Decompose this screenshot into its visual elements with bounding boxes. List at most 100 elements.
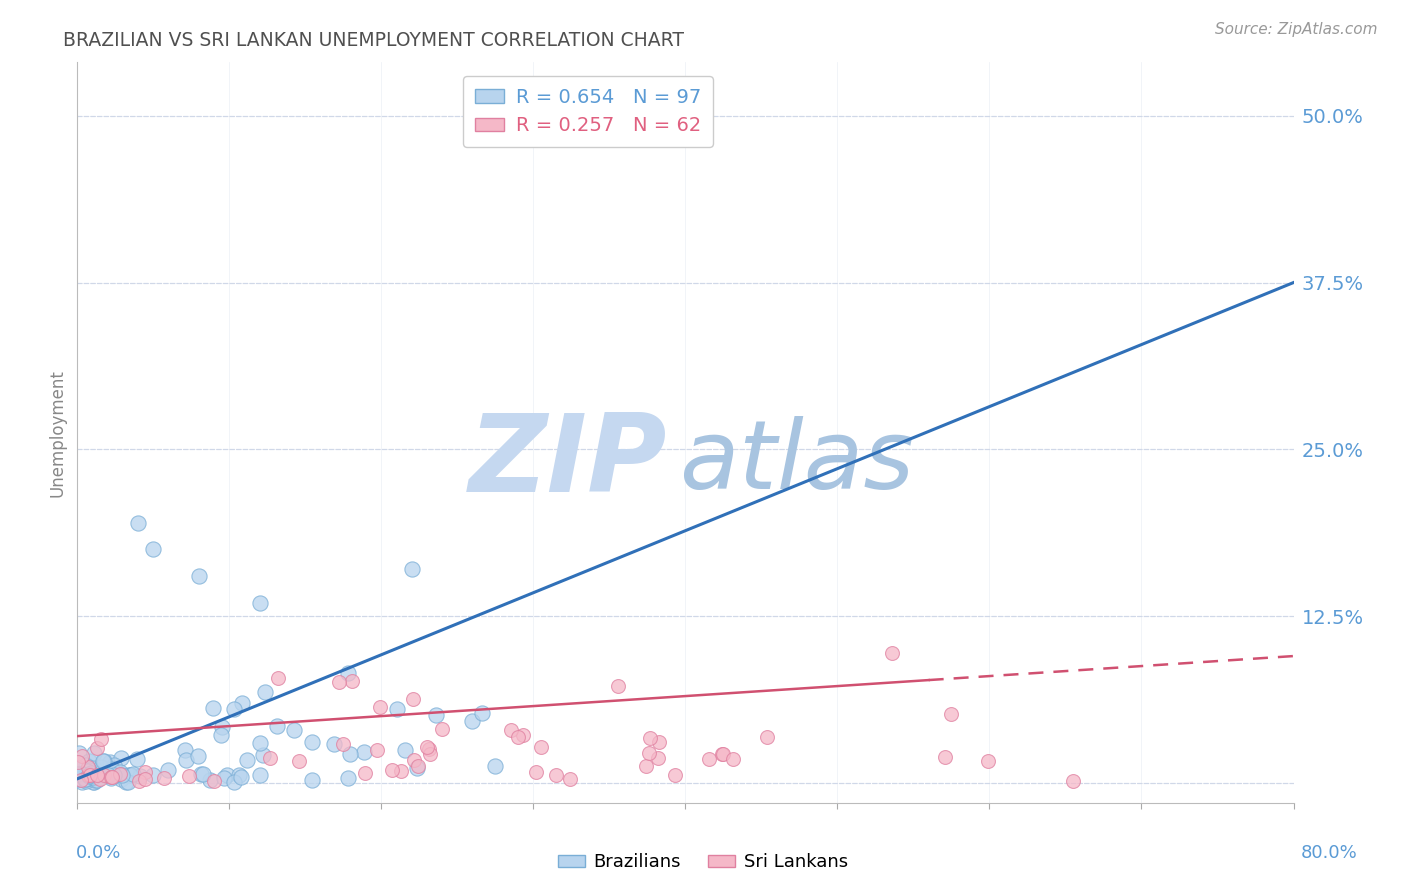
- Point: [198, 772, 221, 787]
- Point: [471, 706, 494, 721]
- Point: [418, 742, 440, 756]
- Point: [723, 752, 745, 766]
- Point: [406, 759, 429, 773]
- Point: [70, 775, 93, 789]
- Point: [231, 696, 253, 710]
- Point: [86, 773, 108, 788]
- Point: [77, 760, 100, 774]
- Text: 0.0%: 0.0%: [76, 844, 121, 862]
- Point: [114, 775, 136, 789]
- Point: [103, 769, 125, 783]
- Point: [301, 772, 323, 787]
- Point: [80, 771, 103, 785]
- Point: [697, 752, 720, 766]
- Point: [134, 772, 156, 786]
- Point: [111, 768, 134, 782]
- Point: [283, 723, 305, 737]
- Point: [202, 774, 225, 789]
- Point: [103, 757, 125, 772]
- Point: [79, 768, 101, 782]
- Point: [98, 755, 121, 769]
- Point: [337, 772, 360, 786]
- Point: [90, 731, 112, 746]
- Point: [110, 750, 132, 764]
- Point: [259, 750, 281, 764]
- Point: [110, 772, 132, 786]
- Point: [353, 766, 375, 780]
- Point: [366, 742, 388, 756]
- Point: [215, 768, 238, 782]
- Point: [254, 685, 277, 699]
- Point: [332, 737, 354, 751]
- Point: [425, 707, 447, 722]
- Point: [484, 759, 506, 773]
- Point: [100, 770, 122, 784]
- Point: [75, 773, 97, 788]
- Point: [127, 516, 149, 530]
- Point: [82, 771, 104, 785]
- Point: [202, 700, 225, 714]
- Point: [342, 673, 364, 688]
- Point: [524, 764, 547, 779]
- Point: [67, 767, 90, 781]
- Point: [75, 758, 97, 772]
- Point: [394, 743, 416, 757]
- Point: [499, 723, 522, 738]
- Point: [76, 764, 98, 779]
- Point: [224, 774, 246, 789]
- Point: [157, 764, 180, 778]
- Point: [266, 719, 288, 733]
- Point: [103, 768, 125, 782]
- Point: [419, 747, 441, 761]
- Point: [647, 750, 669, 764]
- Point: [101, 763, 124, 777]
- Point: [142, 768, 165, 782]
- Point: [79, 768, 101, 782]
- Point: [430, 722, 453, 736]
- Point: [127, 752, 149, 766]
- Point: [83, 746, 105, 760]
- Point: [301, 735, 323, 749]
- Point: [756, 731, 779, 745]
- Point: [67, 761, 90, 775]
- Point: [75, 771, 97, 785]
- Point: [401, 562, 423, 576]
- Point: [187, 748, 209, 763]
- Point: [84, 773, 107, 788]
- Point: [339, 747, 361, 761]
- Point: [83, 762, 105, 776]
- Y-axis label: Unemployment: Unemployment: [48, 368, 66, 497]
- Point: [231, 771, 253, 785]
- Text: 80.0%: 80.0%: [1301, 844, 1357, 862]
- Point: [211, 719, 233, 733]
- Point: [416, 740, 439, 755]
- Text: atlas: atlas: [679, 416, 914, 508]
- Point: [86, 741, 108, 756]
- Point: [934, 749, 956, 764]
- Point: [235, 753, 257, 767]
- Point: [67, 772, 90, 786]
- Point: [385, 702, 408, 716]
- Point: [191, 767, 214, 781]
- Point: [93, 768, 115, 782]
- Point: [209, 728, 232, 742]
- Point: [328, 675, 350, 690]
- Point: [77, 769, 100, 783]
- Point: [77, 763, 100, 777]
- Point: [711, 747, 734, 761]
- Point: [976, 754, 998, 768]
- Point: [406, 761, 429, 775]
- Point: [249, 768, 271, 782]
- Point: [117, 774, 139, 789]
- Point: [118, 768, 141, 782]
- Point: [153, 771, 176, 785]
- Point: [128, 774, 150, 789]
- Point: [134, 764, 156, 779]
- Point: [249, 596, 271, 610]
- Point: [1062, 773, 1084, 788]
- Point: [75, 772, 97, 787]
- Point: [110, 767, 132, 781]
- Point: [70, 748, 93, 763]
- Legend: Brazilians, Sri Lankans: Brazilians, Sri Lankans: [550, 847, 856, 879]
- Point: [70, 766, 93, 780]
